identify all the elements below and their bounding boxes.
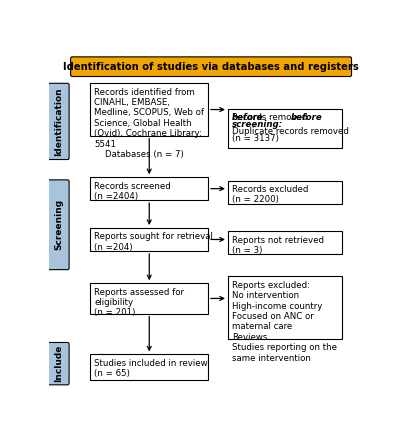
FancyBboxPatch shape bbox=[228, 109, 342, 148]
Text: Records identified from
CINAHL, EMBASE,
Medline, SCOPUS, Web of
Science, Global : Records identified from CINAHL, EMBASE, … bbox=[95, 88, 204, 159]
Text: Screening: Screening bbox=[54, 199, 63, 250]
Text: before: before bbox=[291, 113, 322, 122]
FancyBboxPatch shape bbox=[91, 354, 208, 380]
Text: Reports sought for retrieval
(n =204): Reports sought for retrieval (n =204) bbox=[95, 232, 213, 252]
FancyBboxPatch shape bbox=[48, 342, 69, 385]
Text: Duplicate records removed: Duplicate records removed bbox=[232, 127, 349, 136]
Text: Reports assessed for
eligibility
(n = 201): Reports assessed for eligibility (n = 20… bbox=[95, 288, 184, 317]
Text: (n = 3137): (n = 3137) bbox=[232, 135, 279, 143]
Text: before: before bbox=[232, 113, 264, 122]
FancyBboxPatch shape bbox=[228, 276, 342, 339]
FancyBboxPatch shape bbox=[91, 283, 208, 314]
FancyBboxPatch shape bbox=[71, 57, 351, 77]
Text: Records excluded
(n = 2200): Records excluded (n = 2200) bbox=[232, 185, 308, 204]
Text: screening:: screening: bbox=[232, 120, 283, 129]
Text: Identification of studies via databases and registers: Identification of studies via databases … bbox=[63, 62, 359, 72]
Text: Records screened
(n =2404): Records screened (n =2404) bbox=[95, 182, 171, 201]
Text: Include: Include bbox=[54, 345, 63, 382]
FancyBboxPatch shape bbox=[228, 231, 342, 254]
Text: Records removed: Records removed bbox=[232, 113, 310, 122]
FancyBboxPatch shape bbox=[48, 180, 69, 270]
FancyBboxPatch shape bbox=[91, 228, 208, 251]
Text: Reports excluded:
No intervention
High-income country
Focused on ANC or
maternal: Reports excluded: No intervention High-i… bbox=[232, 281, 337, 363]
Text: Studies included in review
(n = 65): Studies included in review (n = 65) bbox=[95, 359, 208, 378]
FancyBboxPatch shape bbox=[91, 177, 208, 200]
Text: Reports not retrieved
(n = 3): Reports not retrieved (n = 3) bbox=[232, 236, 324, 255]
FancyBboxPatch shape bbox=[48, 83, 69, 160]
Text: Identification: Identification bbox=[54, 87, 63, 156]
FancyBboxPatch shape bbox=[91, 83, 208, 136]
FancyBboxPatch shape bbox=[228, 180, 342, 204]
